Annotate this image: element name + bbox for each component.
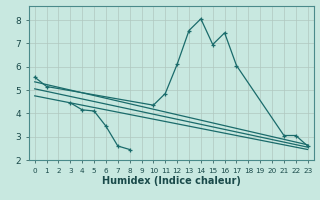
X-axis label: Humidex (Indice chaleur): Humidex (Indice chaleur) bbox=[102, 176, 241, 186]
